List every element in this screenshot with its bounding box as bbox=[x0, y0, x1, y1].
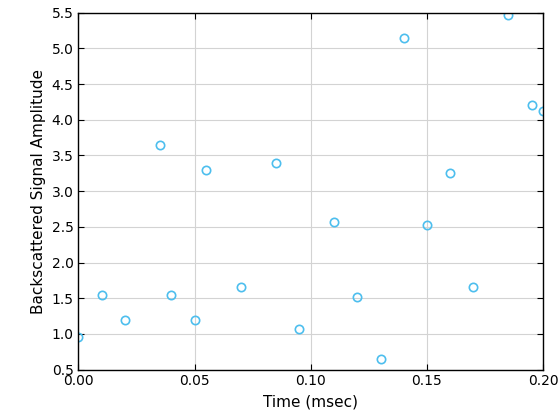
Y-axis label: Backscattered Signal Amplitude: Backscattered Signal Amplitude bbox=[31, 68, 46, 314]
X-axis label: Time (msec): Time (msec) bbox=[263, 394, 358, 409]
